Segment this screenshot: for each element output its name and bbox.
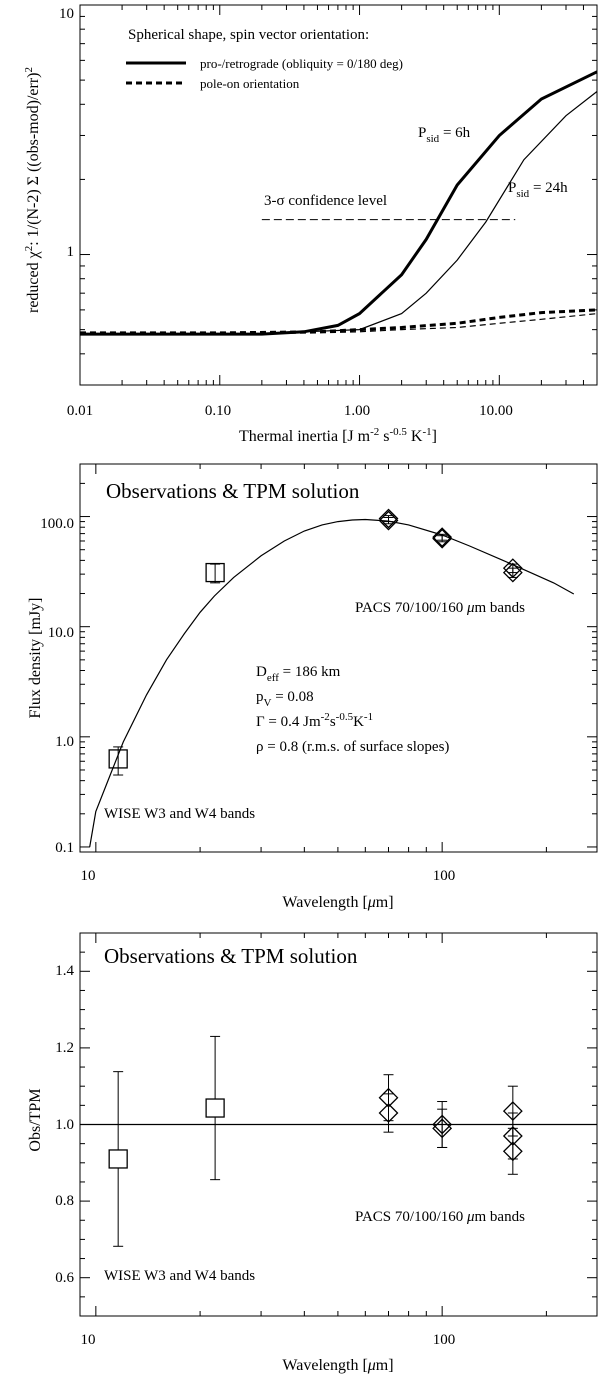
p1-xaxis-label: Thermal inertia [J m-2 s-0.5 K-1] (239, 426, 437, 445)
panel-ratio: 10 100 0.6 0.8 1.0 1.2 1.4 Wavelength [μ… (27, 932, 598, 1374)
psid6-rest: = 6h (439, 125, 470, 141)
ratio-diamond-3 (378, 1087, 399, 1108)
p2-xtick-label-1: 100 (433, 868, 456, 884)
p3-ytick-label-3: 1.2 (55, 1040, 74, 1056)
panel1-frame (79, 4, 598, 386)
deff-sub: eff (267, 672, 279, 684)
p3-wise-label: WISE W3 and W4 bands (104, 1268, 255, 1284)
p3-xaxis-label: Wavelength [μm] (282, 1357, 393, 1374)
ratio-square-1 (205, 1098, 225, 1118)
p3-pacs-b: m bands (475, 1209, 526, 1225)
label-psid-24h: Psid = 24h (508, 180, 568, 200)
legend-title: Spherical shape, spin vector orientation… (128, 27, 369, 43)
panel-flux: 10 100 0.1 1.0 10.0 100.0 Wavelength [μm… (27, 463, 598, 911)
p3-xtick-label-0: 10 (81, 1332, 96, 1348)
tpm-model-curve (89, 518, 575, 848)
p2-ytick-label-0: 0.1 (55, 840, 74, 856)
p3-ytick-label-0: 0.6 (55, 1270, 74, 1286)
gamma-main: Γ = 0.4 Jm (256, 714, 321, 730)
p3-ytick-label-2: 1.0 (55, 1117, 74, 1133)
p2-pacs-b: m bands (475, 600, 526, 616)
p2-yaxis-label: Flux density [mJy] (27, 598, 44, 719)
pv-label: pV = 0.08 (256, 689, 314, 709)
psid6-sub: sid (426, 133, 439, 145)
panel2-frame (79, 463, 598, 853)
obs-diamond-3 (378, 508, 399, 529)
panel1-ticks (79, 4, 598, 386)
rho-label: ρ = 0.8 (r.m.s. of surface slopes) (256, 739, 449, 755)
pv-sub: V (264, 697, 272, 709)
obs-diamond-7 (502, 558, 523, 579)
deff-label: Deff = 186 km (256, 664, 341, 684)
p1-ytick-label-0: 1 (67, 244, 75, 260)
p1-xtick-label-3: 10.00 (479, 403, 513, 419)
ratio-diamond-8 (502, 1101, 523, 1122)
obs-square-0 (108, 749, 128, 769)
panel3-ticks (79, 932, 597, 1317)
panel1-curves (80, 70, 598, 336)
chi2-curve-3 (80, 313, 598, 335)
p3-ytick-label-4: 1.4 (55, 963, 74, 979)
psid24-rest: = 24h (529, 180, 568, 196)
pv-main: p (256, 689, 264, 705)
p3-pacs-label: PACS 70/100/160 μm bands (355, 1209, 525, 1225)
psid6-main: P (418, 125, 426, 141)
obs-diamond-4 (432, 528, 453, 549)
p2-pacs-mu: μ (466, 600, 475, 616)
deff-main: D (256, 664, 267, 680)
panel3-points (108, 1035, 523, 1247)
ratio-diamond-7 (502, 1126, 523, 1146)
p2-title: Observations & TPM solution (106, 479, 360, 503)
obs-diamond-6 (502, 562, 523, 583)
chi2-curve-1 (80, 91, 598, 335)
gamma-label: Γ = 0.4 Jm-2s-0.5K-1 (256, 711, 373, 730)
p1-xtick-label-0: 0.01 (67, 403, 93, 419)
p1-ytick-label-1: 10 (59, 6, 74, 22)
pv-rest: = 0.08 (271, 689, 313, 705)
p3-ytick-label-1: 0.8 (55, 1193, 74, 1209)
p2-wise-label: WISE W3 and W4 bands (104, 806, 255, 822)
ratio-diamond-6 (502, 1141, 523, 1162)
p1-xtick-label-1: 0.10 (205, 403, 231, 419)
p1-xtick-label-2: 1.00 (344, 403, 370, 419)
legend-label-dashed: pole-on orientation (200, 76, 300, 91)
panel2-observations (108, 508, 523, 776)
label-psid-6h: Psid = 6h (418, 125, 471, 145)
deff-rest: = 186 km (279, 664, 341, 680)
ratio-diamond-2 (378, 1103, 399, 1123)
p3-xtick-label-1: 100 (433, 1332, 456, 1348)
ratio-diamond-5 (432, 1114, 453, 1135)
p3-title: Observations & TPM solution (104, 944, 358, 968)
psid24-main: P (508, 180, 516, 196)
p3-pacs-mu: μ (466, 1209, 475, 1225)
legend-label-solid: pro-/retrograde (obliquity = 0/180 deg) (200, 56, 403, 71)
psid24-sub: sid (516, 188, 529, 200)
obs-square-1 (205, 562, 225, 583)
p2-pacs-label: PACS 70/100/160 μm bands (355, 600, 525, 616)
p3-yaxis-label: Obs/TPM (27, 1088, 44, 1151)
p2-xtick-label-0: 10 (81, 868, 96, 884)
panel2-ticks (79, 463, 597, 853)
p3-pacs-a: PACS 70/100/160 (355, 1209, 467, 1225)
panel-chi2: 0.01 0.10 1.00 10.00 1 10 Thermal inerti… (23, 4, 598, 445)
p2-ytick-label-2: 10.0 (48, 625, 74, 641)
ratio-square-0 (108, 1149, 128, 1169)
obs-diamond-2 (378, 510, 399, 531)
chi2-curve-2 (80, 308, 598, 335)
p2-xaxis-label: Wavelength [μm] (282, 894, 393, 911)
p1-yaxis-label: reduced χ2: 1/(N-2) Σ ((obs-mod)/err)2 (23, 67, 42, 313)
p2-ytick-label-1: 1.0 (55, 734, 74, 750)
p2-ytick-label-3: 100.0 (40, 516, 74, 532)
confidence-label: 3-σ confidence level (264, 193, 387, 209)
p2-pacs-a: PACS 70/100/160 (355, 600, 467, 616)
obs-diamond-5 (432, 527, 453, 548)
